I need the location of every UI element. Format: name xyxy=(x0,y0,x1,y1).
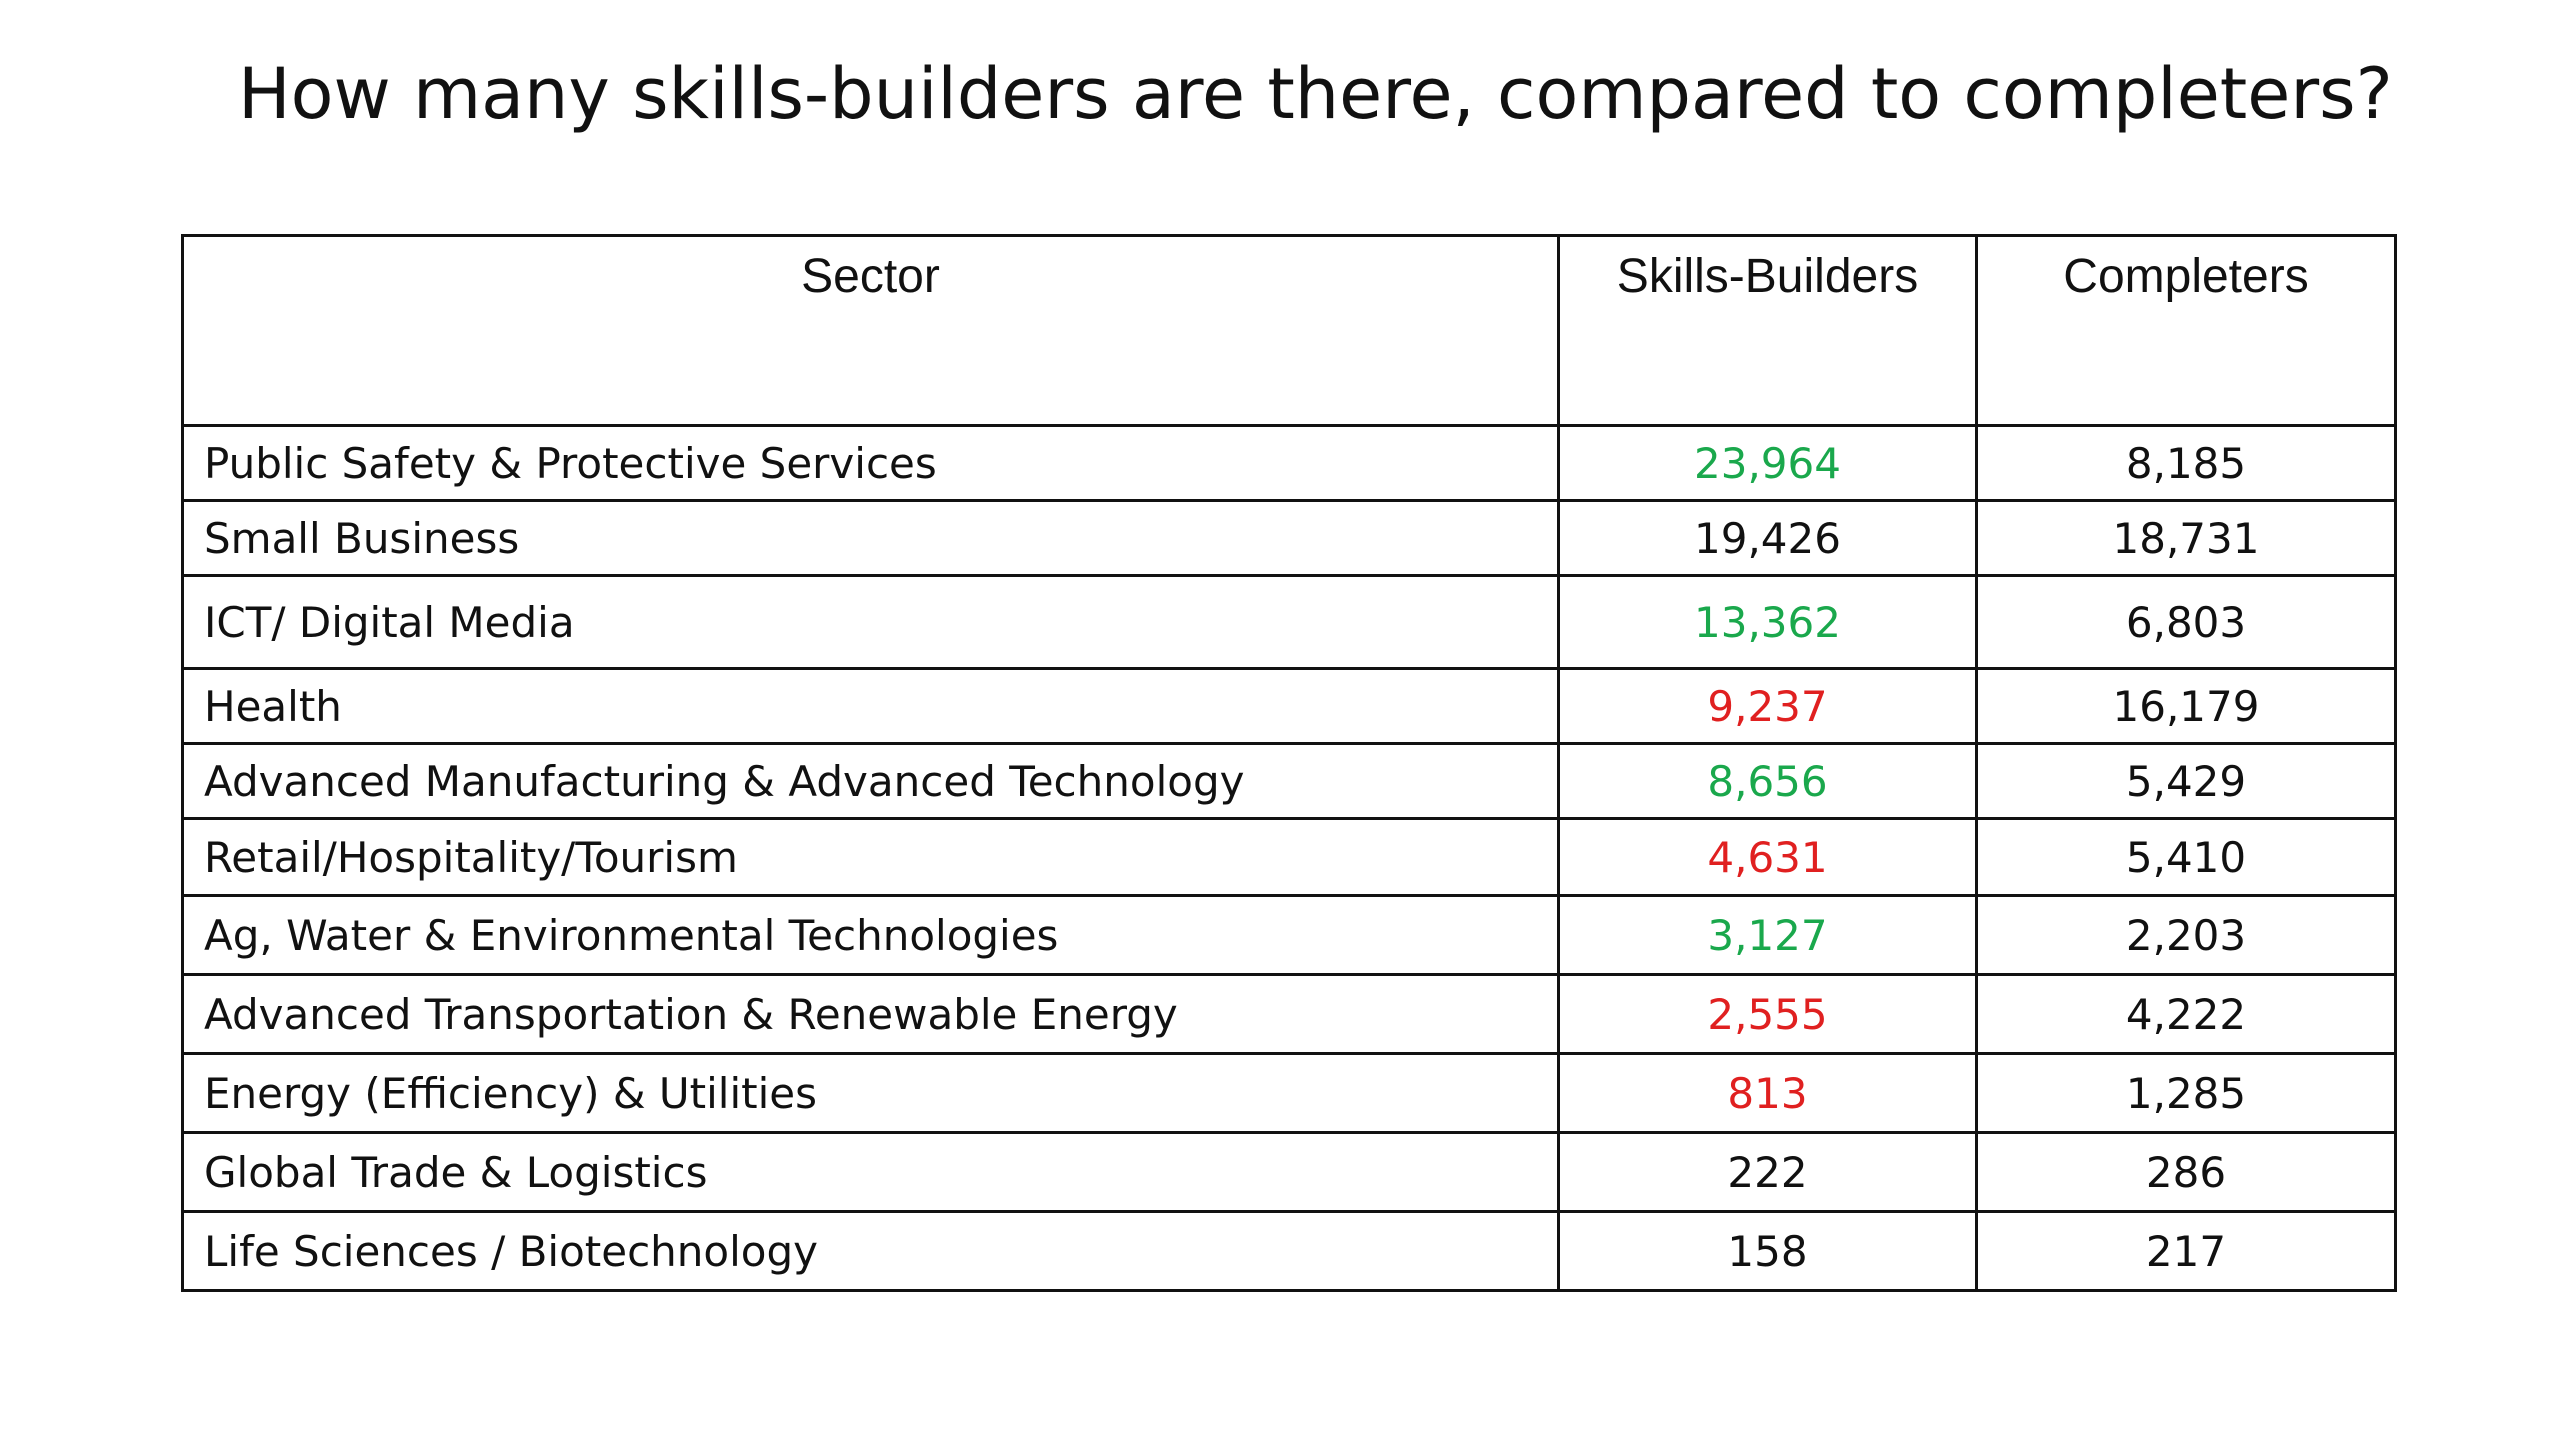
completers-cell: 5,410 xyxy=(1975,817,2397,897)
table-row: Energy (Efficiency) & Utilities 813 1,28… xyxy=(181,1052,2397,1134)
slide-title: How many skills-builders are there, comp… xyxy=(238,53,2393,135)
sector-cell: ICT/ Digital Media xyxy=(181,574,1560,670)
completers-cell: 286 xyxy=(1975,1131,2397,1213)
sector-cell: Global Trade & Logistics xyxy=(181,1131,1560,1213)
completers-cell: 217 xyxy=(1975,1210,2397,1292)
sector-cell: Retail/Hospitality/Tourism xyxy=(181,817,1560,897)
completers-cell: 6,803 xyxy=(1975,574,2397,670)
table-row: Advanced Transportation & Renewable Ener… xyxy=(181,973,2397,1055)
table-row: ICT/ Digital Media 13,362 6,803 xyxy=(181,574,2397,670)
header-sector: Sector xyxy=(181,234,1560,427)
sector-cell: Energy (Efficiency) & Utilities xyxy=(181,1052,1560,1134)
skills-builders-cell: 813 xyxy=(1557,1052,1978,1134)
skills-builders-cell: 19,426 xyxy=(1557,499,1978,577)
skills-builders-cell: 3,127 xyxy=(1557,894,1978,976)
table-row: Life Sciences / Biotechnology 158 217 xyxy=(181,1210,2397,1292)
sector-cell: Public Safety & Protective Services xyxy=(181,424,1560,502)
sector-table: Sector Skills-Builders Completers Public… xyxy=(181,234,2397,1292)
completers-cell: 1,285 xyxy=(1975,1052,2397,1134)
sector-cell: Life Sciences / Biotechnology xyxy=(181,1210,1560,1292)
skills-builders-cell: 4,631 xyxy=(1557,817,1978,897)
skills-builders-cell: 13,362 xyxy=(1557,574,1978,670)
table-row: Retail/Hospitality/Tourism 4,631 5,410 xyxy=(181,817,2397,897)
sector-cell: Advanced Transportation & Renewable Ener… xyxy=(181,973,1560,1055)
sector-cell: Health xyxy=(181,667,1560,745)
completers-cell: 5,429 xyxy=(1975,742,2397,820)
table-row: Advanced Manufacturing & Advanced Techno… xyxy=(181,742,2397,820)
skills-builders-cell: 23,964 xyxy=(1557,424,1978,502)
skills-builders-cell: 222 xyxy=(1557,1131,1978,1213)
completers-cell: 8,185 xyxy=(1975,424,2397,502)
header-skills-builders: Skills-Builders xyxy=(1557,234,1978,427)
sector-cell: Small Business xyxy=(181,499,1560,577)
table-row: Small Business 19,426 18,731 xyxy=(181,499,2397,577)
table-row: Global Trade & Logistics 222 286 xyxy=(181,1131,2397,1213)
sector-cell: Ag, Water & Environmental Technologies xyxy=(181,894,1560,976)
skills-builders-cell: 8,656 xyxy=(1557,742,1978,820)
completers-cell: 2,203 xyxy=(1975,894,2397,976)
header-completers: Completers xyxy=(1975,234,2397,427)
table-row: Health 9,237 16,179 xyxy=(181,667,2397,745)
sector-cell: Advanced Manufacturing & Advanced Techno… xyxy=(181,742,1560,820)
completers-cell: 4,222 xyxy=(1975,973,2397,1055)
completers-cell: 16,179 xyxy=(1975,667,2397,745)
skills-builders-cell: 9,237 xyxy=(1557,667,1978,745)
table-header-row: Sector Skills-Builders Completers xyxy=(181,234,2397,427)
table-row: Public Safety & Protective Services 23,9… xyxy=(181,424,2397,502)
table-row: Ag, Water & Environmental Technologies 3… xyxy=(181,894,2397,976)
skills-builders-cell: 2,555 xyxy=(1557,973,1978,1055)
completers-cell: 18,731 xyxy=(1975,499,2397,577)
skills-builders-cell: 158 xyxy=(1557,1210,1978,1292)
